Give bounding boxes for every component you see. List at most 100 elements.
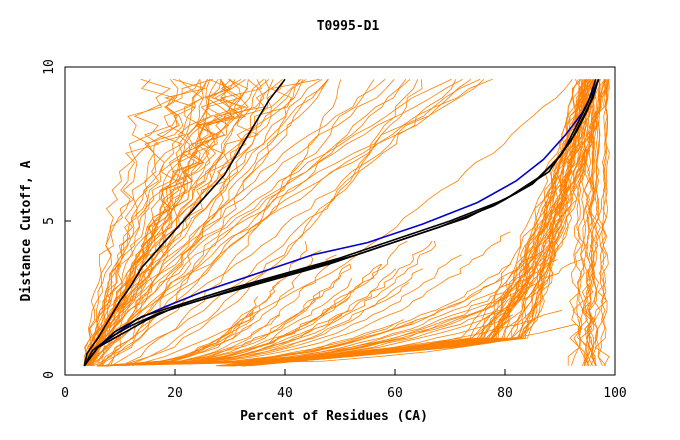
x-tick-label: 80 [497,386,513,401]
model-curve [87,78,265,366]
model-curve [102,78,472,366]
model-curve [99,264,352,367]
model-curve [87,78,463,367]
model-curve [103,310,254,367]
model-curve [217,79,585,367]
model-curve [244,79,607,367]
model-curve [577,79,587,366]
model-curve [89,78,323,366]
model-curve [87,79,208,366]
model-curve [84,78,171,366]
model-curve [97,259,547,367]
x-tick-label: 100 [603,386,626,401]
highlight-series-1 [83,78,286,366]
model-curve [102,240,556,367]
model-curve [583,79,596,366]
model-curve [98,263,351,367]
model-curve [102,277,505,367]
model-curve [88,79,248,366]
model-curve [100,314,256,367]
model-curve [591,79,607,366]
model-curve [120,79,423,367]
model-curve [92,79,485,366]
model-curve [588,79,601,367]
model-curve [229,79,598,367]
model-curve [585,79,598,366]
model-curve [102,323,577,367]
model-curve [222,79,606,367]
model-curve [223,79,592,367]
model-curve [97,282,533,367]
model-curve [100,314,281,367]
model-curve [100,254,337,367]
model-curve [104,240,433,367]
model-curve [583,79,596,366]
model-curve [597,79,608,366]
chart-title: T0995-D1 [317,19,380,34]
model-curve [579,79,593,366]
model-curve [101,268,424,367]
x-axis-title: Percent of Residues (CA) [240,409,428,424]
model-curve [97,79,219,366]
model-curve [225,79,587,367]
model-curve [89,78,411,367]
model-curve [221,79,587,367]
other-model-curves [83,78,610,367]
model-curve [577,79,591,366]
y-tick-label: 10 [42,59,57,75]
x-tick-label: 60 [387,386,403,401]
x-tick-label: 20 [167,386,183,401]
highlighted-model-curves [83,78,600,367]
model-curve [102,277,353,367]
model-curve [83,79,176,366]
model-curve [99,319,404,367]
model-curve [220,79,587,367]
model-curve [88,79,263,366]
highlight-series-4 [83,79,597,367]
model-curve [96,296,351,367]
model-curve [226,79,609,367]
model-curve [84,78,214,366]
model-curve [102,314,513,367]
highlight-series-2 [83,78,600,367]
model-curve [594,79,610,366]
x-tick-label: 0 [61,386,69,401]
model-curve [111,79,457,367]
model-curve [127,79,419,367]
model-curve [86,78,203,366]
model-curve [83,78,452,367]
x-axis: 0 20 40 60 80 100 [61,369,627,401]
model-curve [88,79,395,367]
model-curve [97,254,462,367]
model-curve [85,78,386,366]
model-curve [102,240,437,367]
model-curve [93,79,407,367]
x-tick-label: 40 [277,386,293,401]
model-curve [100,291,320,367]
model-curve [96,337,458,367]
model-curve [97,79,285,367]
y-tick-label: 0 [42,371,57,379]
model-curve [576,79,590,366]
model-curve [244,79,582,367]
model-curve [83,78,307,366]
y-tick-label: 5 [42,217,57,225]
model-curve [120,79,342,367]
y-axis: 0 5 10 [42,59,71,379]
highlight-series-5 [83,79,600,367]
model-curve [97,231,511,367]
model-curve [84,78,493,367]
model-curve [98,263,383,367]
model-curve [91,78,320,366]
model-curve [132,79,573,367]
model-curve [97,79,375,367]
model-curve [96,286,545,367]
model-curve [240,79,594,367]
model-curve [98,259,582,367]
model-curve [89,79,329,366]
model-curve [97,263,512,367]
model-curve [85,79,222,366]
model-curve [215,79,579,367]
model-curve [249,79,590,367]
